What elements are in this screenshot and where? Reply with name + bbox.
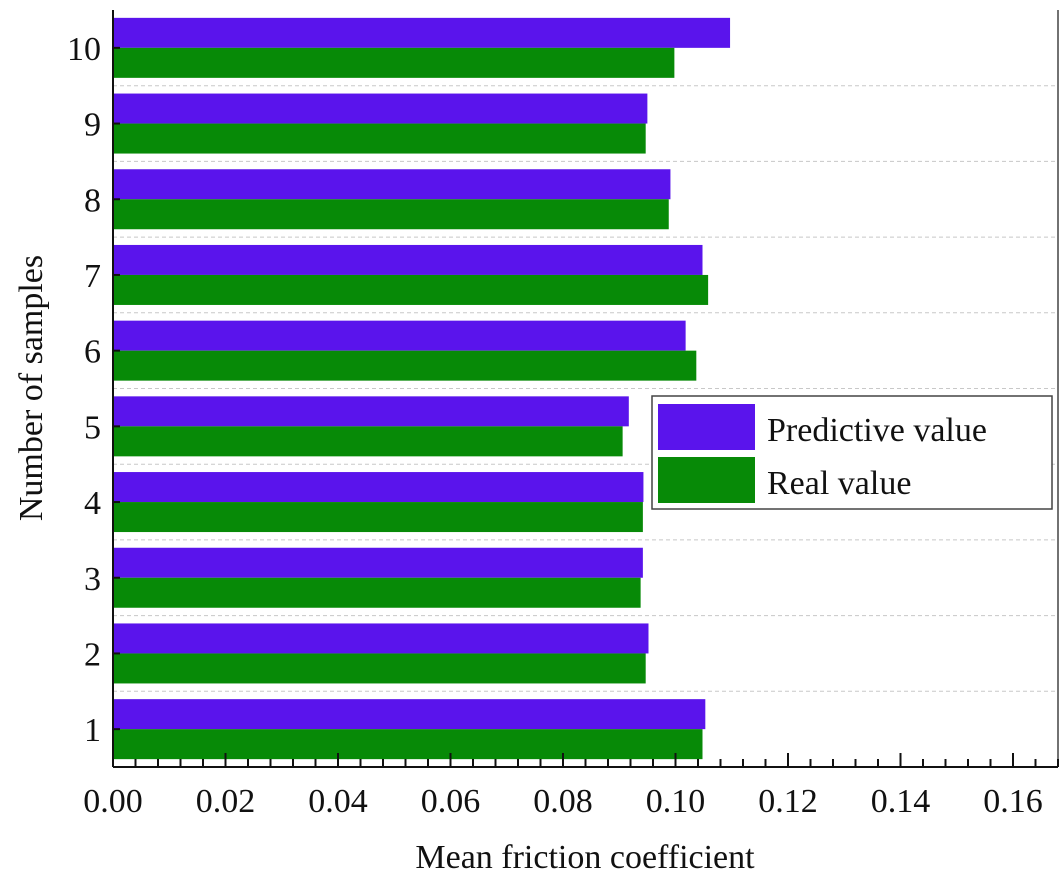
bar-predictive-2 [113,623,649,654]
legend-swatch-real [658,457,755,503]
x-tick-label: 0.14 [871,783,931,820]
bar-predictive-9 [113,93,648,124]
x-tick-label: 0.10 [646,783,706,820]
bar-real-5 [113,426,623,457]
bar-predictive-3 [113,547,643,578]
bar-real-9 [113,123,646,154]
y-tick-label: 6 [84,334,101,371]
y-tick-label: 3 [84,561,101,598]
bar-predictive-4 [113,472,644,503]
bar-predictive-6 [113,320,686,351]
y-axis-label: Number of samples [13,255,50,521]
bar-predictive-10 [113,17,731,48]
legend: Predictive value Real value [651,395,1053,510]
axes [112,10,1059,768]
bar-real-1 [113,729,703,760]
bar-predictive-7 [113,244,703,275]
x-axis-label: Mean friction coefficient [415,839,755,876]
y-tick-label: 8 [84,182,101,219]
y-tick-label: 10 [67,31,101,68]
x-tick-label: 0.06 [421,783,481,820]
bar-real-10 [113,47,675,78]
bar-real-6 [113,350,697,381]
x-tick-label: 0.16 [983,783,1043,820]
y-tick-label: 2 [84,636,101,673]
legend-label-real: Real value [767,465,911,502]
bar-real-7 [113,274,709,305]
bar-real-4 [113,502,643,533]
bar-predictive-5 [113,396,629,427]
y-tick-labels: 1 2 3 4 5 6 7 8 9 10 [67,31,101,749]
x-tick-label: 0.12 [758,783,818,820]
bar-real-3 [113,577,641,608]
legend-label-predictive: Predictive value [767,412,987,449]
x-tick-label: 0.00 [83,783,143,820]
x-tick-label: 0.04 [308,783,368,820]
bar-predictive-1 [113,699,706,730]
y-tick-label: 9 [84,107,101,144]
bar-real-8 [113,199,669,230]
x-tick-label: 0.02 [196,783,256,820]
x-tick-labels: 0.00 0.02 0.04 0.06 0.08 0.10 0.12 0.14 0.16 [83,783,1043,820]
legend-swatch-predictive [658,404,755,450]
y-tick-label: 4 [84,485,101,522]
bar-predictive-8 [113,169,671,200]
bars [113,17,731,760]
y-tick-label: 5 [84,409,101,446]
x-tick-label: 0.08 [533,783,593,820]
y-tick-label: 7 [84,258,101,295]
y-tick-label: 1 [84,712,101,749]
gridlines [113,85,1058,692]
bar-real-2 [113,653,646,684]
